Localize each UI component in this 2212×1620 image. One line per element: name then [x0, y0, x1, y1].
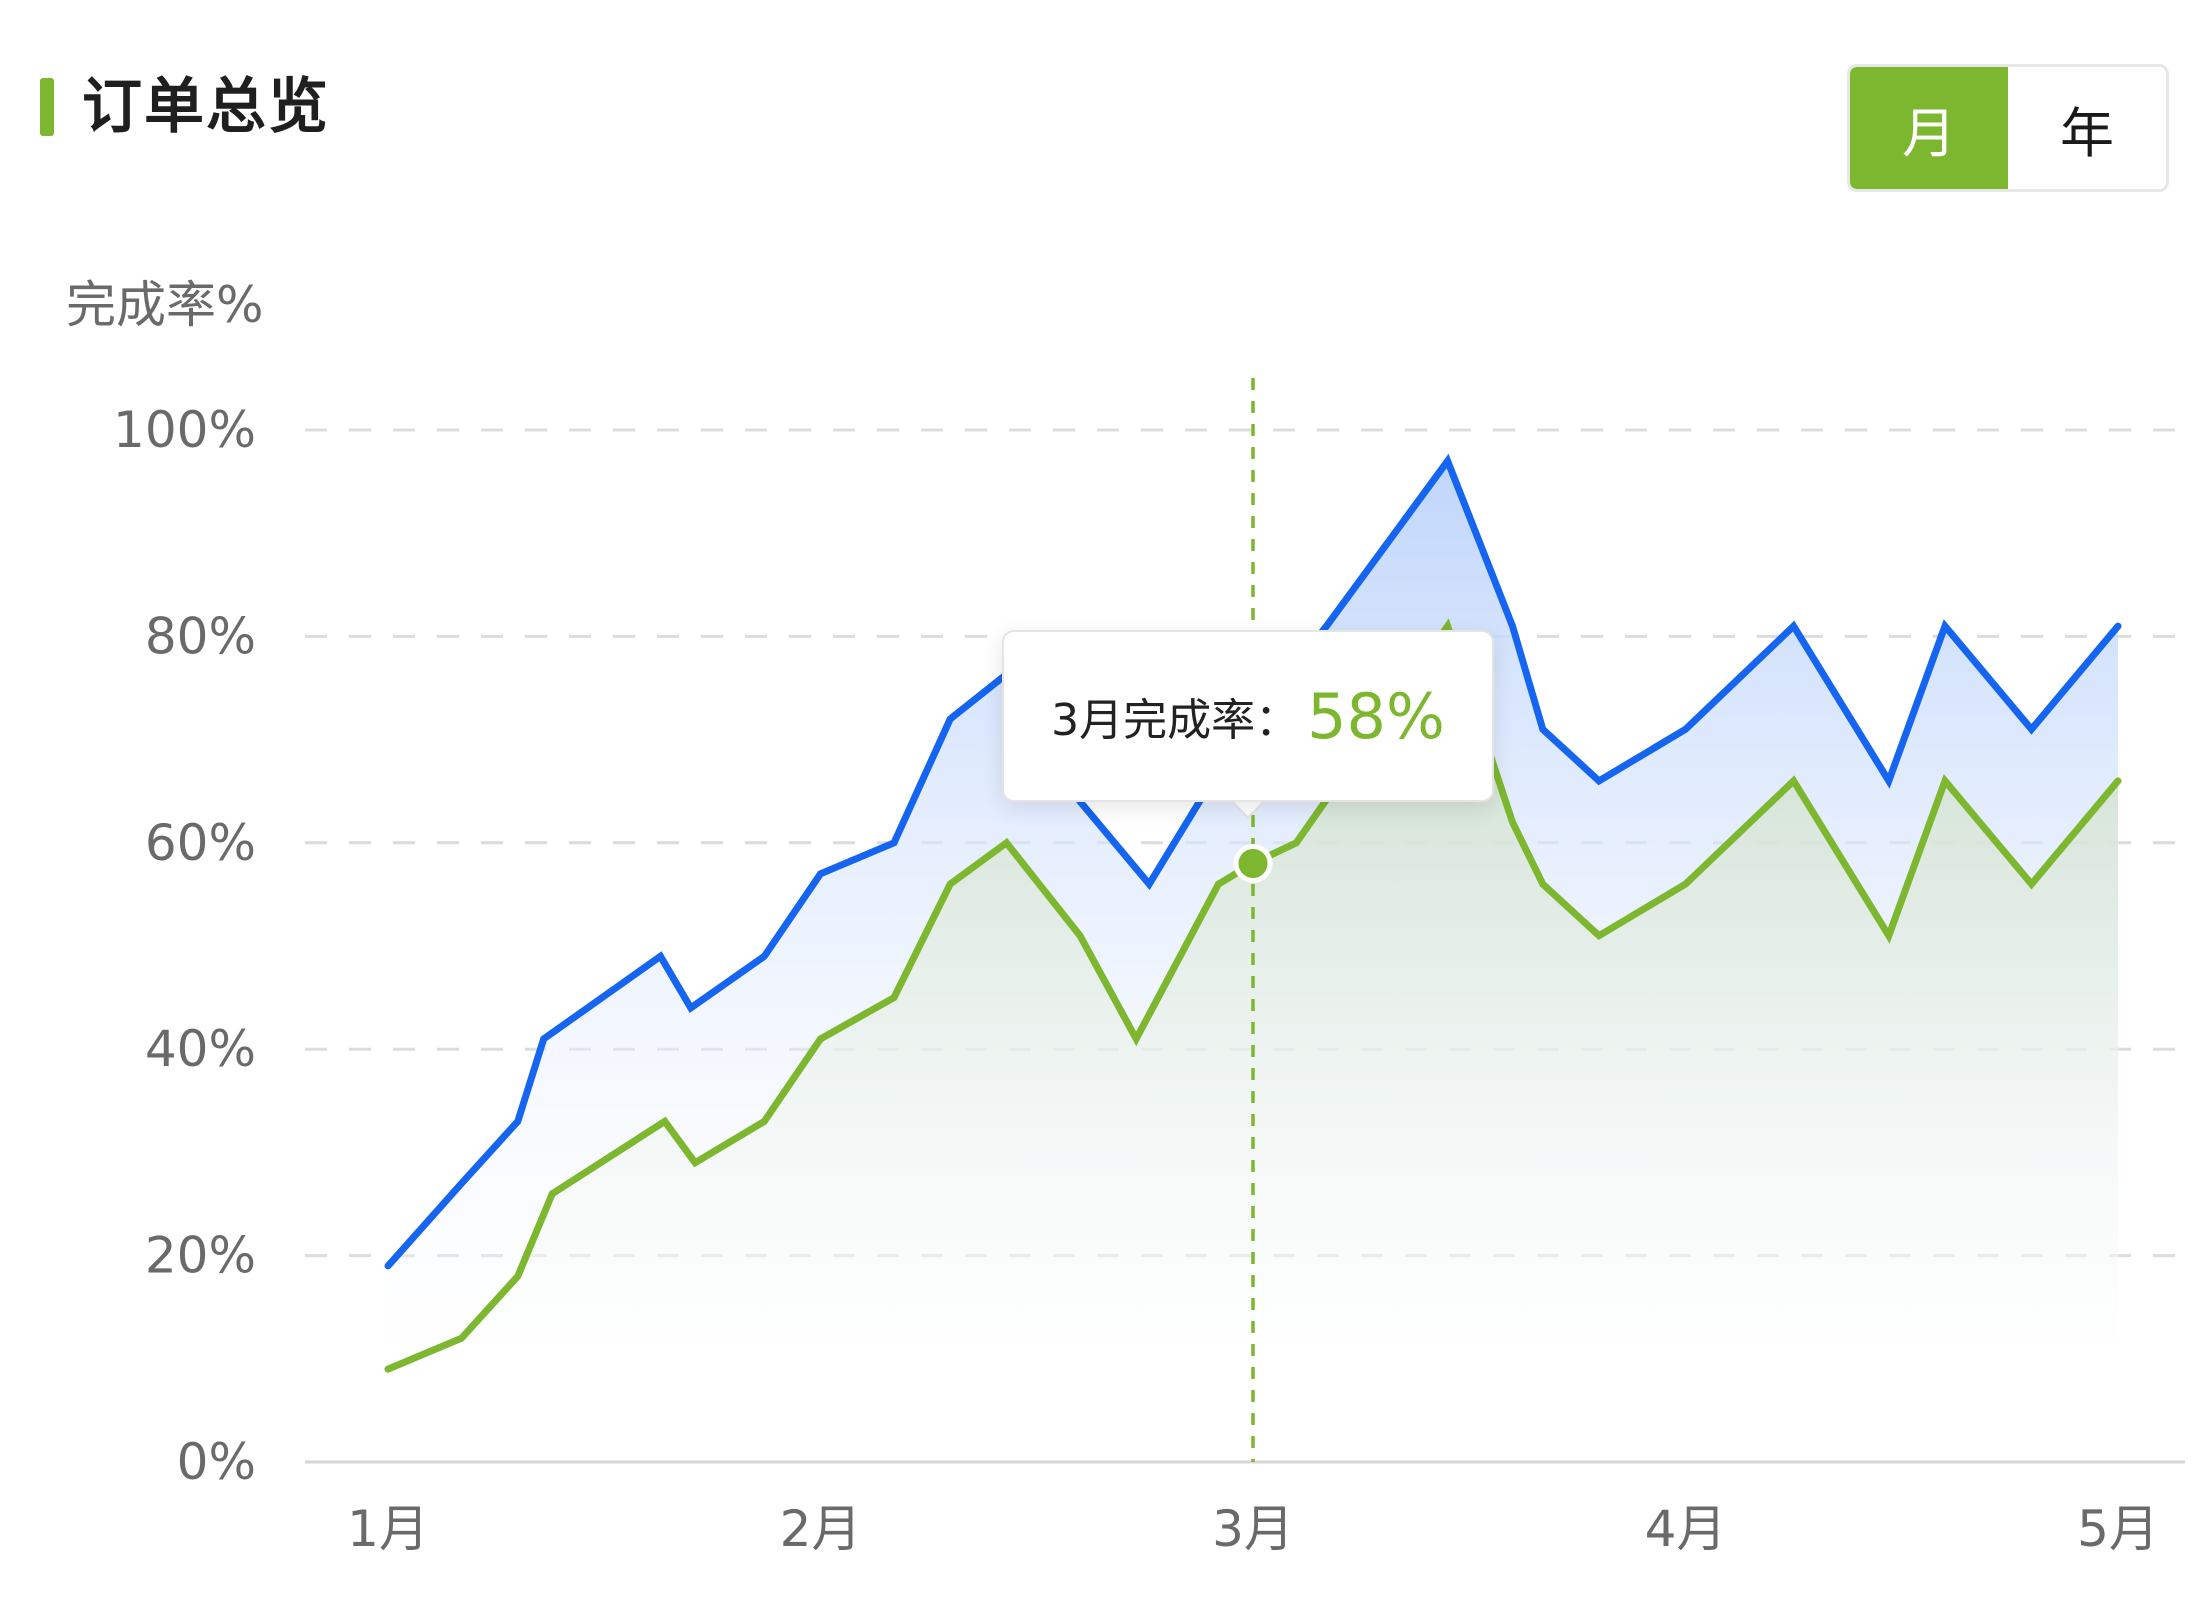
y-tick-label: 80% — [145, 607, 256, 665]
title-accent-bar — [40, 78, 54, 136]
toggle-year-button[interactable]: 年 — [2060, 101, 2114, 165]
x-tick-label: 2月 — [780, 1500, 862, 1558]
series-lines — [384, 453, 2122, 1373]
tooltip: 3月完成率： 58% — [1002, 630, 1494, 802]
x-tick-label: 1月 — [347, 1500, 429, 1558]
period-toggle: 月 年 — [1847, 64, 2169, 192]
y-axis-ticks: 0% 20% 40% 60% 80% 100% — [113, 401, 256, 1491]
x-axis-ticks: 1月 2月 3月 4月 5月 — [347, 1500, 2159, 1558]
highlight-point — [1233, 843, 1273, 883]
y-tick-label: 0% — [177, 1433, 256, 1491]
y-tick-label: 100% — [113, 401, 256, 459]
y-axis-label: 完成率% — [66, 276, 264, 334]
x-tick-label: 4月 — [1645, 1500, 1727, 1558]
tooltip-value: 58% — [1307, 679, 1445, 753]
page-title: 订单总览 — [82, 72, 330, 142]
area-fills — [388, 461, 2118, 1380]
series-line-blue — [384, 453, 2122, 1270]
y-tick-label: 60% — [145, 814, 256, 872]
y-tick-label: 40% — [145, 1020, 256, 1078]
highlight-layer — [1233, 378, 1273, 1462]
x-tick-label: 3月 — [1212, 1500, 1294, 1558]
x-tick-label: 5月 — [2077, 1500, 2159, 1558]
series-line-green — [384, 618, 2122, 1373]
tooltip-label: 3月完成率： — [1051, 695, 1300, 746]
toggle-month-button[interactable]: 月 — [1850, 67, 2008, 189]
y-tick-label: 20% — [145, 1227, 256, 1285]
